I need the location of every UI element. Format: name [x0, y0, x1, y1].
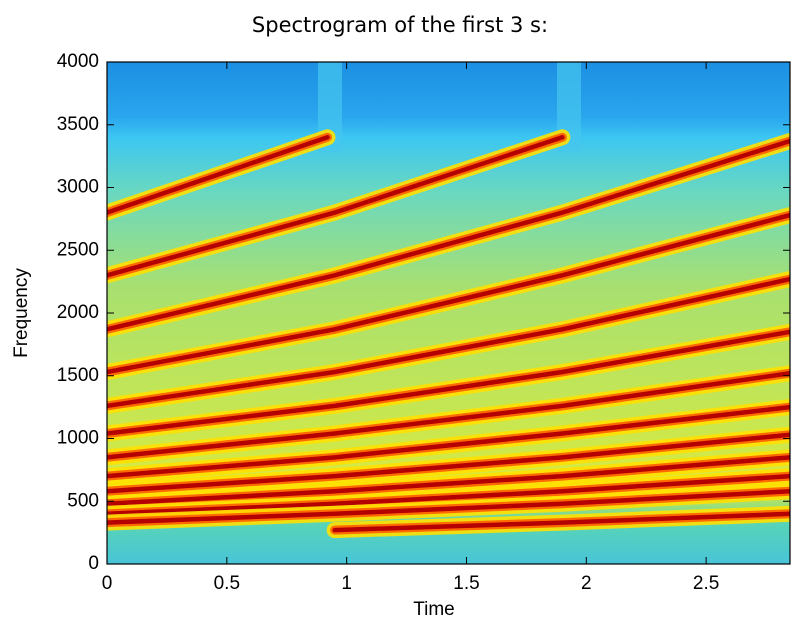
x-tick-label: 1.5: [453, 573, 479, 594]
band-core: [107, 329, 790, 436]
y-tick-label: 4000: [57, 51, 99, 72]
y-tick-label: 0: [88, 553, 99, 574]
band-core: [107, 276, 790, 409]
band-core: [107, 432, 790, 494]
plot-area: [107, 62, 790, 564]
y-tick-label: 3500: [57, 114, 99, 135]
x-tick-label: 2: [581, 573, 592, 594]
y-tick-label: 1000: [57, 428, 99, 449]
x-tick-label: 0: [102, 573, 113, 594]
y-tick-label: 1500: [57, 365, 99, 386]
band-core: [107, 212, 790, 375]
band-core: [107, 370, 790, 460]
band-core: [107, 138, 790, 332]
band-core: [107, 135, 330, 215]
x-tick-label: 1: [341, 573, 352, 594]
x-axis-label: Time: [413, 599, 455, 620]
y-axis-label: Frequency: [11, 268, 32, 358]
y-tick-label: 2000: [57, 302, 99, 323]
band-core: [107, 404, 790, 479]
band-core: [107, 135, 565, 278]
band-core: [107, 488, 790, 525]
band-core: [332, 511, 790, 533]
x-tick-label: 2.5: [693, 573, 719, 594]
x-tick-label: 0.5: [214, 573, 240, 594]
band-core: [107, 473, 790, 517]
chart-title: Spectrogram of the first 3 s:: [252, 13, 548, 37]
y-tick-label: 3000: [57, 177, 99, 198]
y-tick-label: 500: [67, 490, 99, 511]
y-tick-label: 2500: [57, 239, 99, 260]
band-core: [107, 455, 790, 507]
